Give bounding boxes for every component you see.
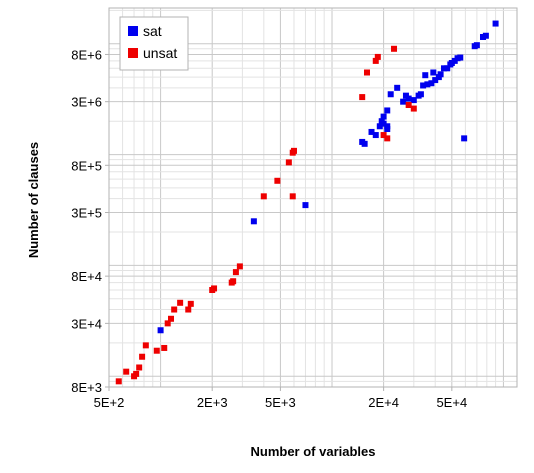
data-point-sat — [376, 123, 383, 130]
y-tick-label: 8E+4 — [71, 269, 102, 284]
data-points — [115, 20, 499, 385]
legend: sat unsat — [119, 16, 189, 71]
data-point-sat — [410, 97, 417, 104]
data-point-sat — [457, 54, 464, 61]
data-point-unsat — [136, 364, 143, 371]
legend-box — [119, 16, 189, 71]
data-point-sat — [482, 32, 489, 39]
data-point-sat — [440, 65, 447, 72]
y-tick-label: 3E+4 — [71, 316, 102, 331]
data-point-unsat — [384, 135, 391, 142]
data-point-sat — [394, 84, 401, 91]
data-point-sat — [384, 107, 391, 114]
x-tick-label: 2E+4 — [368, 395, 399, 410]
data-point-sat — [444, 65, 451, 72]
data-point-unsat — [139, 353, 146, 360]
data-point-unsat — [372, 57, 379, 64]
x-tick-label: 5E+2 — [94, 395, 125, 410]
data-point-unsat — [359, 94, 366, 101]
data-point-unsat — [185, 306, 192, 313]
data-point-sat — [432, 77, 439, 84]
y-tick-label: 3E+6 — [71, 95, 102, 110]
data-point-sat — [157, 327, 164, 334]
data-point-sat — [368, 128, 375, 135]
data-point-sat — [387, 91, 394, 98]
data-point-unsat — [380, 132, 387, 139]
data-point-unsat — [236, 263, 243, 270]
data-point-unsat — [161, 344, 168, 351]
data-point-unsat — [364, 69, 371, 76]
data-point-unsat — [405, 101, 412, 108]
data-point-sat — [372, 132, 379, 139]
y-tick-label: 8E+6 — [71, 47, 102, 62]
data-point-sat — [380, 120, 387, 127]
data-point-unsat — [171, 306, 178, 313]
data-point-unsat — [153, 347, 160, 354]
data-point-sat — [384, 126, 391, 133]
data-point-sat — [492, 20, 499, 27]
data-point-unsat — [123, 368, 130, 375]
data-point-sat — [422, 72, 429, 79]
data-point-sat — [437, 71, 444, 78]
data-point-sat — [405, 95, 412, 102]
data-point-sat — [302, 202, 309, 209]
x-tick-label: 2E+3 — [197, 395, 228, 410]
x-tick-label: 5E+3 — [265, 395, 296, 410]
data-point-unsat — [168, 315, 175, 322]
data-point-unsat — [177, 299, 184, 306]
data-point-sat — [430, 69, 437, 76]
data-point-unsat — [285, 159, 292, 166]
data-point-unsat — [164, 320, 171, 327]
data-point-sat — [473, 42, 480, 49]
data-point-unsat — [289, 193, 296, 200]
data-point-unsat — [374, 53, 381, 60]
data-point-unsat — [230, 278, 237, 285]
data-point-unsat — [290, 147, 297, 154]
data-point-unsat — [133, 370, 140, 377]
data-point-unsat — [410, 105, 417, 112]
data-point-sat — [380, 113, 387, 120]
data-point-unsat — [115, 378, 122, 385]
x-tick-label: 5E+4 — [436, 395, 467, 410]
legend-swatch-sat — [128, 26, 138, 36]
y-axis-label: Number of clauses — [26, 142, 41, 258]
legend-label-unsat: unsat — [143, 45, 177, 61]
x-axis-ticks: 5E+2 2E+3 5E+3 2E+4 5E+4 — [94, 387, 467, 410]
data-point-unsat — [142, 342, 149, 349]
data-point-sat — [361, 140, 368, 147]
y-tick-label: 8E+5 — [71, 158, 102, 173]
data-point-sat — [420, 82, 427, 89]
data-point-unsat — [274, 177, 281, 184]
data-point-sat — [400, 98, 407, 105]
data-point-unsat — [232, 269, 239, 276]
data-point-sat — [428, 80, 435, 87]
data-point-sat — [417, 91, 424, 98]
data-point-unsat — [260, 193, 267, 200]
legend-label-sat: sat — [143, 23, 162, 39]
y-tick-label: 8E+3 — [71, 380, 102, 395]
legend-swatch-unsat — [128, 48, 138, 58]
data-point-sat — [250, 218, 257, 225]
data-point-unsat — [391, 45, 398, 52]
data-point-unsat — [211, 285, 218, 292]
data-point-unsat — [187, 300, 194, 307]
data-point-sat — [461, 135, 468, 142]
y-axis-ticks: 8E+3 3E+4 8E+4 3E+5 8E+5 3E+6 8E+6 — [71, 47, 109, 395]
x-axis-label: Number of variables — [251, 444, 376, 459]
y-tick-label: 3E+5 — [71, 206, 102, 221]
plot-area — [108, 7, 518, 388]
data-point-sat — [424, 81, 431, 88]
